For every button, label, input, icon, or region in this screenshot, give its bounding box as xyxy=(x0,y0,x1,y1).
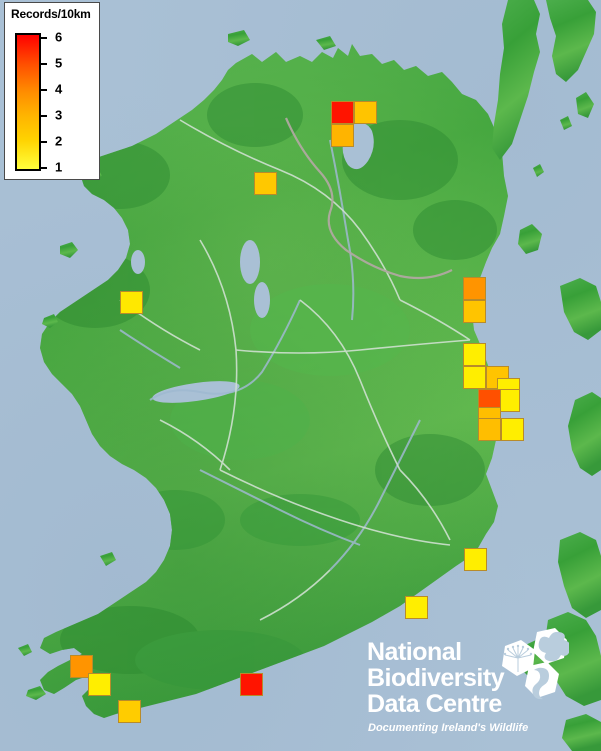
record-cell[interactable] xyxy=(254,172,277,195)
legend-tick-3 xyxy=(41,115,47,117)
legend-gradient-bar xyxy=(15,33,41,171)
record-cell[interactable] xyxy=(118,700,141,723)
wales-landmass xyxy=(516,392,601,751)
legend-label-1: 1 xyxy=(55,159,63,175)
administrative-boundaries xyxy=(119,119,471,621)
logo-line-2: Biodiversity xyxy=(367,664,505,692)
legend-tick-5 xyxy=(41,63,47,65)
record-cell[interactable] xyxy=(464,548,487,571)
legend-title: Records/10km xyxy=(11,7,91,21)
offshore-islands xyxy=(18,30,336,700)
record-cell[interactable] xyxy=(354,101,377,124)
legend-label-4: 4 xyxy=(55,81,63,97)
record-cell[interactable] xyxy=(478,418,501,441)
record-cell[interactable] xyxy=(331,124,354,147)
record-cell[interactable] xyxy=(240,673,263,696)
record-cell[interactable] xyxy=(70,655,93,678)
legend-tick-2 xyxy=(41,141,47,143)
logo-line-3: Data Centre xyxy=(367,690,502,718)
legend-bar-wrapper: 6 5 4 3 2 1 xyxy=(15,31,62,174)
legend-panel: Records/10km 6 5 4 3 2 1 xyxy=(4,2,100,180)
legend-tick-1 xyxy=(41,167,47,169)
record-cell[interactable] xyxy=(405,596,428,619)
logo-tagline: Documenting Ireland's Wildlife xyxy=(368,722,529,734)
rivers xyxy=(119,139,421,571)
record-cell[interactable] xyxy=(88,673,111,696)
legend-tick-4 xyxy=(41,89,47,91)
scotland-landmass xyxy=(492,0,601,340)
logo-mark-icon xyxy=(502,628,569,700)
legend-label-3: 3 xyxy=(55,107,63,123)
nbdc-logo: National Biodiversity Data Centre Docume… xyxy=(367,628,597,744)
record-cell[interactable] xyxy=(501,418,524,441)
legend-label-5: 5 xyxy=(55,55,63,71)
logo-line-1: National xyxy=(367,638,462,666)
northern-ireland-border xyxy=(284,117,453,280)
record-cell[interactable] xyxy=(463,300,486,323)
record-cell[interactable] xyxy=(120,291,143,314)
legend-tick-6 xyxy=(41,37,47,39)
record-cell[interactable] xyxy=(463,343,486,366)
legend-label-2: 2 xyxy=(55,133,63,149)
record-cell[interactable] xyxy=(463,366,486,389)
legend-label-6: 6 xyxy=(55,29,63,45)
isle-of-man xyxy=(518,224,542,254)
record-cell[interactable] xyxy=(463,277,486,300)
record-cell[interactable] xyxy=(331,101,354,124)
